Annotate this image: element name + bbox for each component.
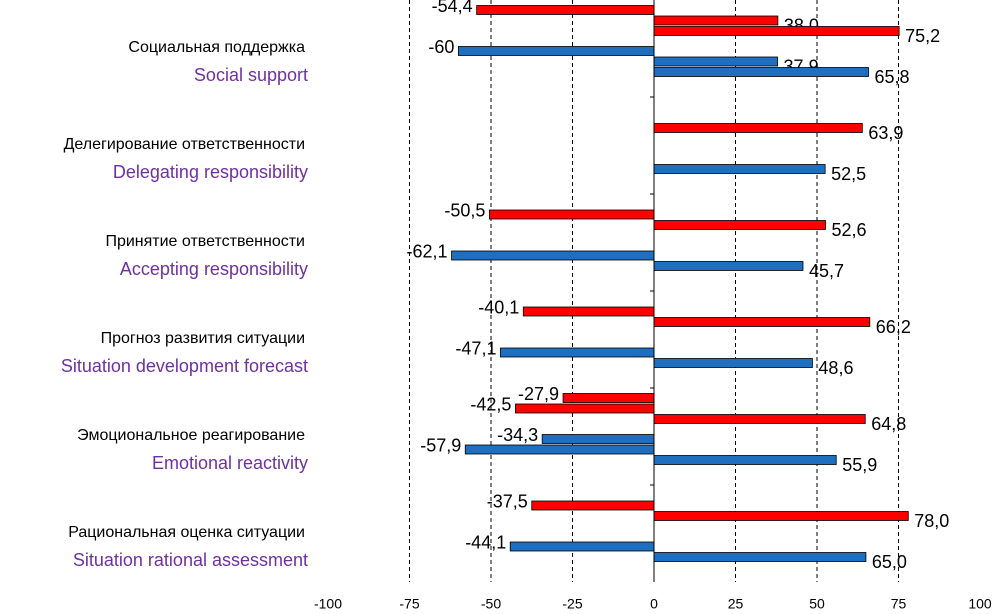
category-label: Принятие ответственности xyxy=(105,233,305,250)
value-label: 48,6 xyxy=(818,358,853,378)
bar xyxy=(451,250,655,261)
value-label: -50,5 xyxy=(444,200,485,220)
x-tick-label: -50 xyxy=(481,596,501,612)
category-label-en: Emotional reactivity xyxy=(152,453,308,473)
value-label: 78,0 xyxy=(914,511,949,531)
bar xyxy=(653,317,871,327)
value-label: -60 xyxy=(428,37,454,57)
category-label: Делегирование ответственности xyxy=(64,136,305,153)
x-tick-label: -25 xyxy=(562,596,582,612)
value-label: 64,8 xyxy=(871,414,906,434)
value-label: 52,6 xyxy=(831,220,866,240)
value-label: 65,0 xyxy=(872,552,907,572)
value-label: 66,2 xyxy=(876,317,911,337)
bar xyxy=(562,393,655,403)
bar xyxy=(653,15,779,26)
bar xyxy=(653,220,826,230)
bar xyxy=(531,500,655,511)
bar xyxy=(653,123,863,133)
value-label: -57,9 xyxy=(420,435,461,455)
x-tick-label: 0 xyxy=(650,596,658,612)
bar xyxy=(653,414,866,424)
value-label: 45,7 xyxy=(809,261,844,281)
bar xyxy=(464,444,655,455)
value-label: -47,1 xyxy=(455,338,496,358)
value-label: 55,9 xyxy=(842,455,877,475)
bar xyxy=(653,164,826,174)
bar xyxy=(541,434,655,444)
x-tick-label: -100 xyxy=(314,596,342,612)
bar xyxy=(653,358,813,368)
category-label-en: Situation rational assessment xyxy=(73,550,308,570)
value-label: -40,1 xyxy=(478,297,519,317)
bar xyxy=(488,209,655,220)
value-label: -27,9 xyxy=(518,384,559,404)
bar xyxy=(653,511,909,521)
value-label: 63,9 xyxy=(868,123,903,143)
value-label: 52,5 xyxy=(831,164,866,184)
value-label: -42,5 xyxy=(470,394,511,414)
category-label: Прогноз развития ситуации xyxy=(101,330,305,347)
value-label: -62,1 xyxy=(407,241,448,261)
bar xyxy=(457,46,655,56)
value-label: 65,8 xyxy=(875,67,910,87)
category-label-en: Social support xyxy=(194,65,308,85)
bar xyxy=(653,67,869,77)
category-label-en: Situation development forecast xyxy=(61,356,308,376)
value-label: -34,3 xyxy=(497,425,538,445)
x-tick-label: 25 xyxy=(728,596,744,612)
bar xyxy=(653,552,867,562)
bar xyxy=(509,541,655,552)
x-tick-label: 75 xyxy=(891,596,907,612)
category-label: Эмоциональное реагирование xyxy=(77,427,305,444)
category-label-en: Accepting responsibility xyxy=(120,259,308,279)
bar xyxy=(522,306,655,317)
bar xyxy=(653,455,837,465)
x-tick-label: 100 xyxy=(968,596,992,612)
x-tick-label: 50 xyxy=(809,596,825,612)
bar xyxy=(515,403,655,414)
bar xyxy=(500,347,655,358)
value-label: -37,5 xyxy=(487,491,528,511)
bar xyxy=(653,56,778,67)
category-label: Рациональная оценка ситуации xyxy=(68,524,305,541)
value-label: -54,4 xyxy=(432,0,473,16)
value-label: -44,1 xyxy=(465,532,506,552)
category-label: Социальная поддержка xyxy=(128,39,305,56)
x-tick-label: -75 xyxy=(399,596,419,612)
value-label: 75,2 xyxy=(905,26,940,46)
category-label-en: Delegating responsibility xyxy=(113,162,308,182)
bar xyxy=(653,26,900,36)
bar xyxy=(653,261,804,271)
bar xyxy=(476,5,655,15)
